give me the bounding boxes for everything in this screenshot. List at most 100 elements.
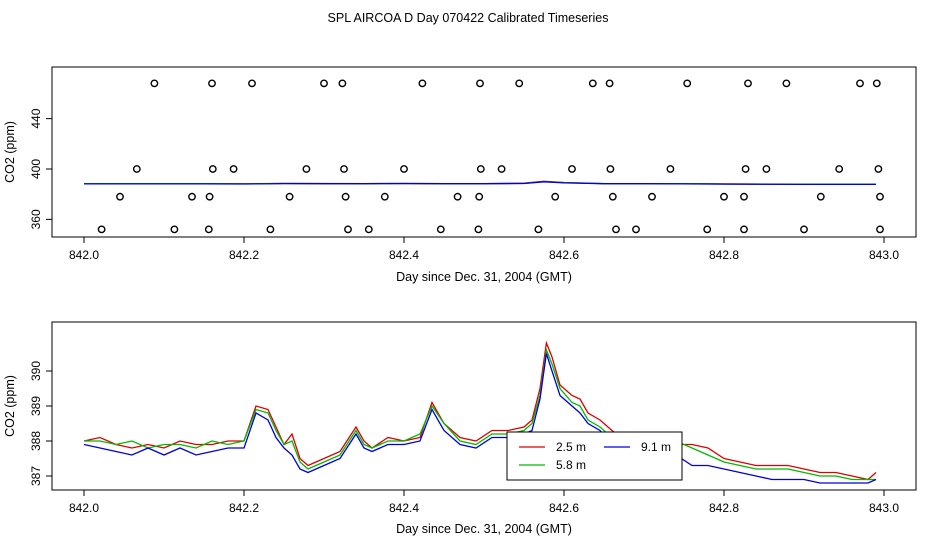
bottom-y-axis: 387 388 389 390 — [29, 361, 52, 486]
data-point — [740, 225, 748, 234]
data-point — [874, 165, 883, 173]
bottom-x-axis-label: Day since Dec. 31, 2004 (GMT) — [396, 522, 572, 536]
data-point — [612, 225, 620, 234]
bottom-panel: 842.0 842.2 842.4 842.6 842.8 843.0 387 388 389… — [3, 321, 917, 536]
y-tick-label: 389 — [29, 396, 43, 416]
x-tick-label: 843.0 — [869, 248, 899, 262]
data-point — [605, 79, 614, 88]
data-point — [606, 165, 615, 173]
data-point — [364, 225, 373, 234]
data-point — [302, 165, 311, 173]
data-point — [703, 225, 712, 234]
data-point — [568, 165, 576, 173]
data-point — [285, 192, 294, 201]
data-point — [534, 225, 543, 234]
data-point — [229, 165, 238, 173]
data-point — [204, 225, 213, 234]
legend-label-9-1m: 9.1 m — [641, 440, 671, 454]
data-point — [474, 225, 483, 234]
data-point — [400, 165, 408, 173]
x-tick-label: 842.0 — [69, 248, 99, 262]
data-point — [872, 79, 881, 88]
data-point — [782, 79, 791, 88]
data-point — [800, 225, 808, 234]
y-tick-label: 390 — [29, 361, 43, 381]
data-point — [720, 192, 728, 201]
x-tick-label: 842.4 — [389, 248, 419, 262]
top-y-axis: 360 400 440 — [29, 108, 52, 229]
series-line-9-1-m — [83, 353, 877, 484]
data-point — [97, 225, 106, 234]
data-point — [340, 165, 348, 173]
top-plot-frame — [51, 66, 917, 238]
legend-box — [506, 431, 683, 481]
y-tick-label: 360 — [29, 209, 43, 229]
x-tick-label: 842.0 — [69, 501, 99, 515]
top-x-axis: 842.0 842.2 842.4 842.6 842.8 843.0 — [69, 237, 899, 262]
series-line-9-1-m — [84, 181, 876, 186]
x-tick-label: 842.8 — [709, 248, 739, 262]
x-tick-label: 843.0 — [869, 501, 899, 515]
x-tick-label: 842.6 — [549, 248, 579, 262]
data-point — [170, 225, 179, 234]
top-scatter-points — [97, 79, 884, 234]
series-line-2-5-m — [83, 340, 877, 481]
data-point — [188, 192, 196, 201]
data-point — [476, 165, 485, 173]
data-point — [150, 79, 159, 88]
legend-label-5-8m: 5.8 m — [556, 458, 586, 472]
x-tick-label: 842.8 — [709, 501, 739, 515]
x-tick-label: 842.6 — [549, 501, 579, 515]
data-point — [683, 79, 692, 88]
y-tick-label: 440 — [29, 108, 43, 128]
data-point — [741, 165, 750, 173]
data-point — [762, 165, 771, 173]
data-point — [208, 79, 216, 88]
data-point — [876, 192, 884, 201]
data-point — [497, 165, 506, 173]
data-point — [856, 79, 864, 88]
data-point — [320, 79, 328, 88]
data-point — [551, 192, 560, 201]
data-point — [666, 165, 675, 173]
series-line-5-8-m — [84, 347, 876, 481]
bottom-plot-frame — [51, 321, 917, 491]
y-tick-label: 388 — [29, 431, 43, 451]
bottom-x-axis: 842.0 842.2 842.4 842.6 842.8 843.0 — [69, 490, 899, 515]
data-point — [266, 225, 275, 234]
x-tick-label: 842.4 — [389, 501, 419, 515]
data-point — [338, 79, 347, 88]
y-tick-label: 387 — [29, 466, 43, 486]
y-tick-label: 400 — [29, 159, 43, 179]
data-point — [632, 225, 640, 234]
data-point — [132, 165, 141, 173]
data-point — [515, 79, 524, 88]
data-point — [205, 192, 214, 201]
data-point — [418, 79, 427, 88]
x-tick-label: 842.2 — [229, 501, 259, 515]
data-point — [208, 165, 217, 173]
figure-title: SPL AIRCOA D Day 070422 Calibrated Times… — [328, 11, 609, 25]
bottom-y-axis-label: CO2 (ppm) — [3, 375, 17, 437]
x-tick-label: 842.2 — [229, 248, 259, 262]
data-point — [740, 192, 748, 201]
data-point — [816, 192, 825, 201]
data-point — [475, 192, 484, 201]
data-point — [835, 165, 844, 173]
data-point — [476, 79, 484, 88]
top-x-axis-label: Day since Dec. 31, 2004 (GMT) — [396, 270, 572, 284]
data-point — [648, 192, 656, 201]
top-y-axis-label: CO2 (ppm) — [3, 121, 17, 183]
data-point — [608, 192, 617, 201]
data-point — [453, 192, 462, 201]
top-series-lines — [84, 180, 876, 186]
data-point — [248, 79, 256, 88]
data-point — [380, 192, 389, 201]
legend-label-2-5m: 2.5 m — [556, 440, 586, 454]
data-point — [876, 225, 884, 234]
data-point — [341, 192, 350, 201]
data-point — [116, 192, 124, 201]
data-point — [744, 79, 752, 88]
data-point — [344, 225, 352, 234]
